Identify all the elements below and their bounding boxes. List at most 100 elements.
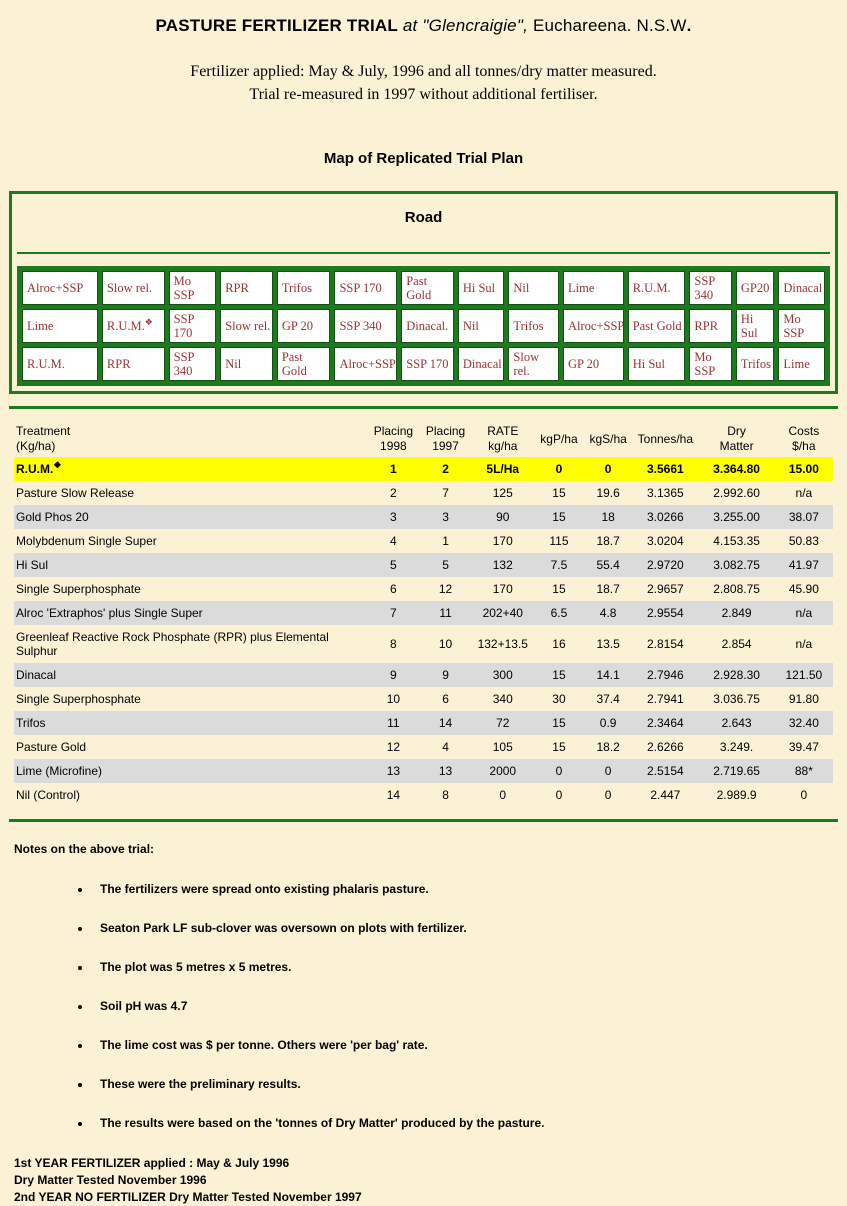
value-cell: 2.9720 xyxy=(646,558,684,572)
column-header: Placing 1998 xyxy=(373,424,414,453)
value-cell: 7 xyxy=(442,486,449,500)
plot-cell: Alroc+SSP xyxy=(334,347,398,381)
value-cell: 7.5 xyxy=(550,558,568,572)
note-item: The results were based on the 'tonnes of… xyxy=(92,1116,847,1130)
plot-grid: Alroc+SSP Slow rel. Mo SSP RPR Trifos SSP 170… xyxy=(17,266,830,386)
treatment-cell: Molybdenum Single Super xyxy=(16,534,157,548)
table-row: Nil (Control) 14 8 0 0 0 2.447 2.989.9 0 xyxy=(14,783,833,807)
plot-row: Alroc+SSP Slow rel. Mo SSP RPR Trifos SSP 170… xyxy=(22,271,825,305)
title-location: Euchareena. N.S.W xyxy=(532,16,687,35)
plot-cell: SSP 170 xyxy=(168,309,217,343)
value-cell: 1 xyxy=(442,534,449,548)
treatment-cell: Alroc 'Extraphos' plus Single Super xyxy=(16,606,203,620)
plot-cell: Past Gold xyxy=(276,347,331,381)
plot-cell: R.U.M. xyxy=(627,271,686,305)
table-row: Alroc 'Extraphos' plus Single Super 7 11 20… xyxy=(14,601,833,625)
table-row: Trifos 11 14 72 15 0.9 2.3464 2.643 32.40 xyxy=(14,711,833,735)
value-cell: 19.6 xyxy=(596,486,620,500)
plot-cell: Slow rel. xyxy=(101,271,165,305)
plot-cell: SSP 340 xyxy=(334,309,398,343)
value-cell: 2.9657 xyxy=(646,582,684,596)
footer-line: 1st YEAR FERTILIZER applied : May & July… xyxy=(14,1156,290,1170)
column-header: kgP/ha xyxy=(540,431,578,446)
plot-cell: Slow rel. xyxy=(220,309,273,343)
value-cell: 5L/Ha xyxy=(486,462,520,476)
note-item: Soil pH was 4.7 xyxy=(92,999,847,1013)
plot-cell: Past Gold xyxy=(627,309,686,343)
value-cell: 2.8154 xyxy=(646,637,684,651)
value-cell: 5 xyxy=(390,558,397,572)
note-item: These were the preliminary results. xyxy=(92,1077,847,1091)
value-cell: 13 xyxy=(386,764,401,778)
treatment-cell: Single Superphosphate xyxy=(16,692,141,706)
value-cell: 88* xyxy=(794,764,813,778)
value-cell: 3.0204 xyxy=(646,534,684,548)
value-cell: 105 xyxy=(492,740,513,754)
notes-section: Notes on the above trial: The fertilizer… xyxy=(14,842,847,1130)
plot-cell: R.U.M. xyxy=(22,347,98,381)
value-cell: 202+40 xyxy=(482,606,523,620)
column-header: RATE kg/ha xyxy=(487,424,519,453)
value-cell: 3 xyxy=(442,510,449,524)
note-item: The plot was 5 metres x 5 metres. xyxy=(92,960,847,974)
treatment-cell: Pasture Gold xyxy=(16,740,87,754)
treatment-cell: Gold Phos 20 xyxy=(16,510,89,524)
table-row: Pasture Slow Release 2 7 125 15 19.6 3.1365 2.9… xyxy=(14,481,833,505)
value-cell: 3.036.75 xyxy=(713,692,760,706)
plot-cell: Dinacal. xyxy=(401,309,454,343)
header-row: Treatment (Kg/ha) Placing 1998 Placing 1997 RA… xyxy=(14,421,833,457)
column-header: Costs $/ha xyxy=(788,424,820,453)
trial-map: Road Alroc+SSP Slow rel. Mo SSP RPR Trifos SS… xyxy=(9,191,838,394)
value-cell: 30 xyxy=(552,692,566,706)
value-cell: 0 xyxy=(555,788,563,802)
plot-cell: Lime xyxy=(22,309,98,343)
table-row: Dinacal 9 9 300 15 14.1 2.7946 2.928.30 121.50 xyxy=(14,663,833,687)
value-cell: 12 xyxy=(438,582,453,596)
value-cell: 41.97 xyxy=(788,558,819,572)
page-title: PASTURE FERTILIZER TRIAL at "Glencraigie… xyxy=(0,16,847,36)
value-cell: 2.992.60 xyxy=(713,486,760,500)
value-cell: 132+13.5 xyxy=(477,637,528,651)
value-cell: 340 xyxy=(492,692,513,706)
value-cell: 2 xyxy=(390,486,397,500)
value-cell: 2.808.75 xyxy=(713,582,760,596)
title-period: . xyxy=(686,16,692,35)
value-cell: 18.2 xyxy=(596,740,620,754)
value-cell: 0 xyxy=(604,788,612,802)
value-cell: 2.447 xyxy=(650,788,681,802)
value-cell: 72 xyxy=(496,716,510,730)
plot-cell: RPR xyxy=(220,271,273,305)
plot-cell: Nil xyxy=(220,347,273,381)
value-cell: 15 xyxy=(552,582,566,596)
value-cell: n/a xyxy=(795,486,813,500)
results-table-header: Treatment (Kg/ha) Placing 1998 Placing 1997 RA… xyxy=(14,421,833,457)
value-cell: 300 xyxy=(492,668,513,682)
value-cell: 32.40 xyxy=(788,716,819,730)
value-cell: 12 xyxy=(386,740,401,754)
value-cell: 132 xyxy=(492,558,513,572)
treatment-cell: Greenleaf Reactive Rock Phosphate (RPR) … xyxy=(16,630,329,658)
table-row: Pasture Gold 12 4 105 15 18.2 2.6266 3.249. 39.4… xyxy=(14,735,833,759)
diamond-icon: ❖ xyxy=(144,316,153,327)
value-cell: 1 xyxy=(390,462,397,476)
footer-summary: 1st YEAR FERTILIZER applied : May & July… xyxy=(14,1155,847,1206)
treatment-cell: Nil (Control) xyxy=(16,788,81,802)
value-cell: 8 xyxy=(442,788,449,802)
value-cell: 0 xyxy=(499,788,507,802)
value-cell: 38.07 xyxy=(788,510,819,524)
value-cell: 0 xyxy=(604,462,612,476)
treatment-cell: R.U.M.❖ xyxy=(16,460,62,477)
value-cell: 0.9 xyxy=(599,716,617,730)
map-title: Map of Replicated Trial Plan xyxy=(323,150,524,167)
value-cell: 15 xyxy=(552,510,566,524)
value-cell: 15.00 xyxy=(788,462,819,476)
trial-description-line-1: Fertilizer applied: May & July, 1996 and… xyxy=(190,63,657,80)
plot-row: R.U.M. RPR SSP 340 Nil Past Gold Alroc+SSP SSP… xyxy=(22,347,825,381)
value-cell: 2.854 xyxy=(721,637,752,651)
value-cell: 3.082.75 xyxy=(713,558,760,572)
plot-cell: SSP 340 xyxy=(168,347,217,381)
footer-line: Dry Matter Tested November 1996 xyxy=(14,1173,207,1187)
plot-cell: RPR xyxy=(101,347,165,381)
title-location-at: at "Glencraigie", xyxy=(402,16,528,35)
column-header: Dry Matter xyxy=(719,424,754,453)
